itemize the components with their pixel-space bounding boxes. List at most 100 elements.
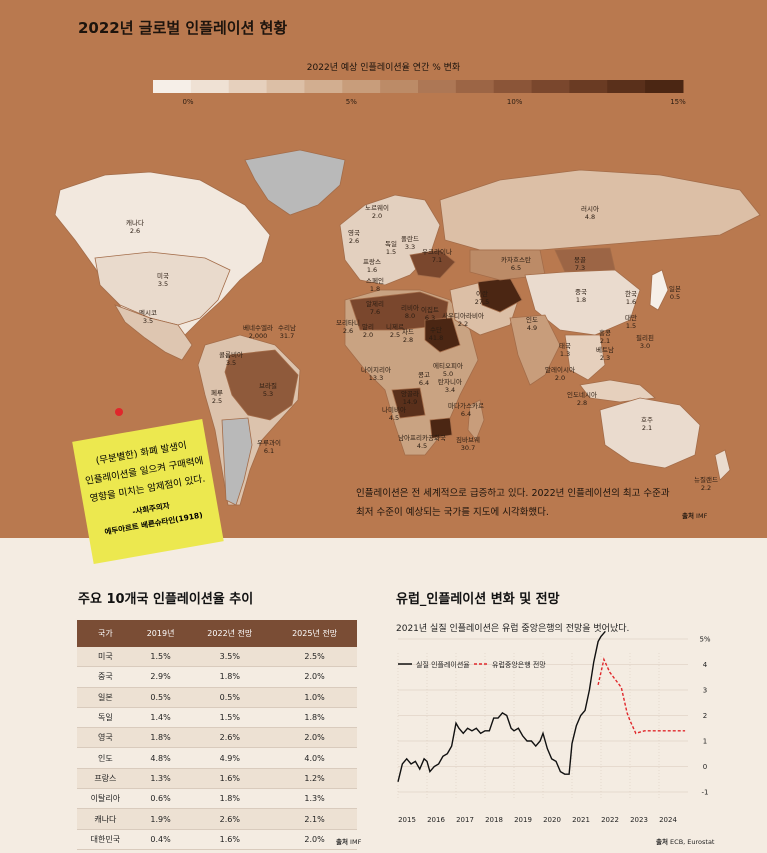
y-tick-label: -1 — [702, 789, 709, 797]
ukraine-shape — [409, 249, 456, 279]
map-label-value: 41.8 — [429, 334, 443, 342]
map-label-value: 2.2 — [701, 484, 711, 492]
table-cell: 0.5% — [133, 687, 188, 708]
series-line-actual — [397, 630, 606, 782]
chart-grid — [397, 638, 688, 800]
map-label-value: 0.5 — [670, 293, 680, 301]
table-cell: 1.5% — [187, 707, 273, 729]
x-tick-label: 2018 — [485, 816, 503, 824]
map-label-name: 이집트 — [421, 305, 439, 314]
map-label-value: 6.3 — [425, 314, 435, 322]
x-tick-label: 2024 — [659, 816, 677, 824]
scale-tick: 10% — [506, 98, 523, 106]
map-label-value: 3.0 — [640, 342, 650, 350]
map-label-name: 몽골 — [574, 256, 586, 264]
scale-swatch — [304, 80, 343, 93]
map-label-name: 호주 — [641, 416, 653, 424]
table-cell: 일본 — [77, 687, 134, 708]
scale-swatch — [493, 80, 533, 93]
map-label-value: 3.5 — [158, 280, 168, 288]
map-label-value: 13.3 — [369, 374, 383, 382]
map-label-name: 말리 — [362, 322, 374, 331]
scale-swatch — [380, 80, 419, 93]
table-header-cell: 국가 — [77, 620, 134, 647]
map-label-value: 4.9 — [527, 324, 537, 332]
scale-tick: 0% — [182, 98, 194, 106]
table-row: 이탈리아 0.6% 1.8% 1.3% — [77, 788, 357, 810]
table-cell: 1.8% — [187, 788, 273, 810]
x-tick-label: 2017 — [456, 816, 474, 824]
map-label-name: 베네수엘라 — [243, 323, 273, 332]
table-cell: 4.9% — [187, 747, 273, 769]
map-label-value: 1.5 — [386, 248, 396, 256]
map-source: 출처 IMF — [682, 512, 708, 520]
chart-lines — [397, 630, 686, 782]
map-label-name: 영국 — [348, 228, 360, 237]
map-label-value: 2.6 — [343, 327, 353, 335]
table-cell: 2.0% — [272, 829, 357, 850]
color-scale — [153, 80, 684, 93]
y-tick-label: 2 — [703, 712, 707, 720]
table-cell: 프랑스 — [77, 768, 134, 790]
table-cell: 1.6% — [187, 829, 273, 850]
table-cell: 2.6% — [187, 727, 273, 749]
map-label-name: 프랑스 — [363, 258, 381, 266]
map-label-name: 수리남 — [278, 323, 296, 332]
scale-swatch — [153, 80, 192, 93]
zimbabwe-shape — [429, 417, 453, 439]
map-label-name: 사우디아라비아 — [442, 311, 484, 320]
table-header-cell: 2025년 전망 — [272, 620, 357, 647]
x-tick-label: 2021 — [572, 816, 590, 824]
map-label-name: 리비아 — [401, 303, 419, 312]
table-cell: 미국 — [77, 647, 134, 668]
page-title: 2022년 글로벌 인플레이션 현황 — [78, 19, 288, 37]
map-label-name: 러시아 — [581, 204, 599, 213]
map-label-value: 3.3 — [405, 243, 415, 251]
map-label-name: 인도네시아 — [567, 390, 597, 399]
continents — [54, 149, 761, 506]
map-label-value: 27.5 — [475, 298, 489, 306]
australia-shape — [599, 397, 701, 469]
map-label-value: 2.5 — [390, 331, 400, 339]
map-label-name: 필리핀 — [636, 333, 654, 342]
map-label-name: 수단 — [430, 325, 442, 334]
y-tick-label: 0 — [703, 763, 707, 771]
map-label-name: 차드 — [402, 327, 414, 336]
table-cell: 1.4% — [133, 707, 188, 729]
map-label-value: 4.5 — [389, 414, 399, 422]
map-label-name: 대만 — [625, 313, 637, 322]
table-row: 일본 0.5% 0.5% 1.0% — [77, 687, 357, 708]
scale-swatch — [190, 80, 230, 93]
map-label-value: 2.6 — [130, 227, 140, 235]
chart-legend: 실질 인플레이션율 유럽중앙은행 전망 — [398, 660, 546, 669]
scale-swatch — [645, 80, 684, 93]
table-cell: 1.0% — [272, 687, 357, 708]
map-label-value: 8.0 — [405, 312, 415, 320]
table-row: 독일 1.4% 1.5% 1.8% — [77, 707, 357, 729]
table-cell: 0.5% — [187, 687, 273, 708]
table-cell: 0.6% — [133, 788, 188, 810]
map-label-name: 페루 — [211, 388, 223, 397]
map-label-name: 인도 — [526, 315, 538, 324]
map-label-name: 말레이시아 — [545, 365, 575, 374]
map-label-name: 나이지리아 — [361, 365, 391, 374]
indonesia-shape — [579, 379, 656, 403]
map-label-name: 홍콩 — [599, 328, 611, 337]
map-label-name: 콜롬비아 — [219, 350, 243, 359]
map-label-name: 뉴질랜드 — [694, 475, 718, 484]
map-label-name: 에티오피아 — [433, 361, 463, 370]
map-label-value: 2.1 — [600, 337, 610, 345]
table-cell: 독일 — [77, 707, 134, 729]
table-cell: 2.6% — [187, 808, 273, 830]
table-cell: 1.9% — [133, 808, 188, 830]
map-label-value: 7.1 — [432, 256, 442, 264]
map-label-value: 1.3 — [560, 350, 570, 358]
pin-icon — [115, 408, 123, 416]
scale-swatch — [531, 80, 570, 93]
y-tick-label: 5% — [699, 636, 710, 644]
table-cell: 4.0% — [272, 747, 357, 769]
kazakhstan-shape — [469, 249, 546, 281]
table-cell: 1.3% — [133, 768, 188, 790]
greenland-shape — [244, 149, 346, 216]
